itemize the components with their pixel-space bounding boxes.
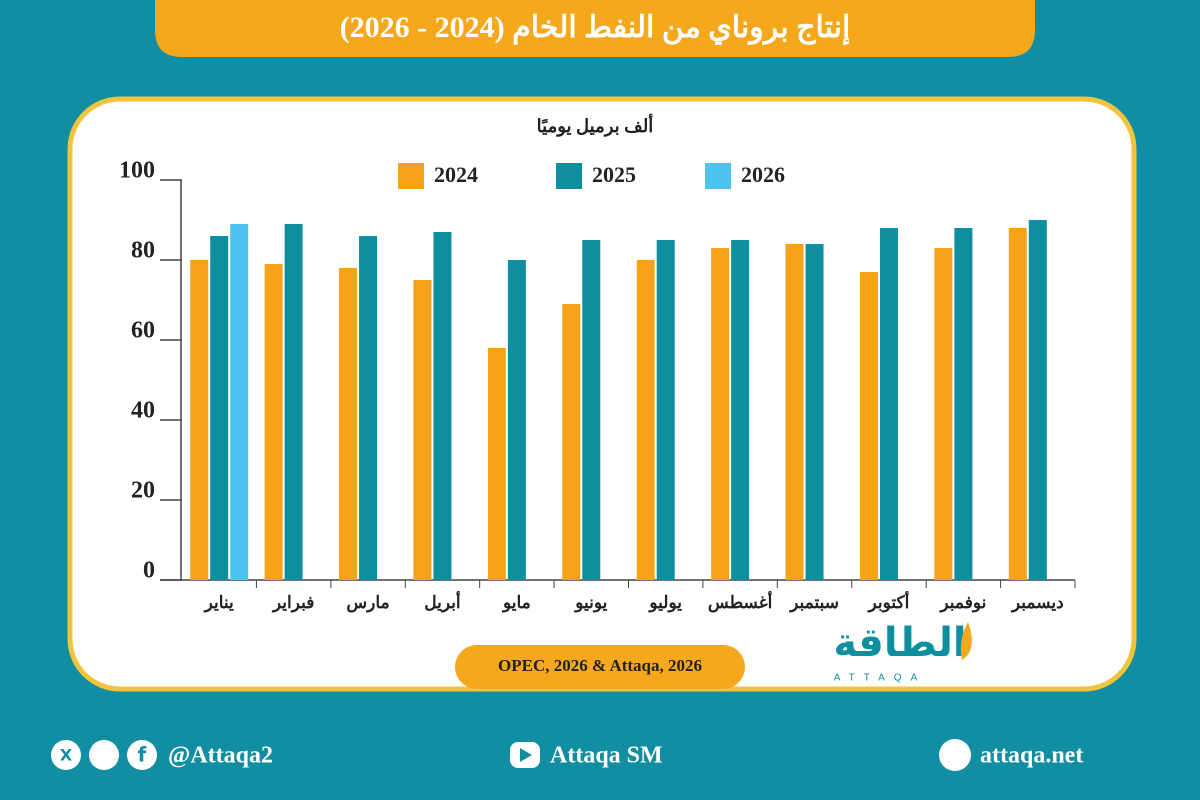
x-tick-label: يناير [203,593,234,613]
x-tick-label: ديسمبر [1010,593,1064,613]
f-glyph: f [138,743,147,767]
bar [636,260,655,580]
source: OPEC, 2026 & Attaqa, 2026 [498,656,702,675]
x-tick-label: فبراير [271,593,314,613]
x-tick-label: مايو [501,593,531,613]
bar [284,224,303,580]
bar [433,232,452,580]
globe-icon [939,739,971,771]
bar [954,228,973,580]
x-tick-label: أغسطس [708,590,773,613]
x-tick-label: مارس [346,593,389,613]
legend-label: 2024 [434,162,478,187]
bar [805,244,824,580]
title-banner [155,0,1035,57]
bar [656,240,675,580]
instagram-icon [89,740,119,770]
y-tick-label: 40 [131,398,155,424]
y-tick-label: 60 [131,318,155,344]
legend-swatch [398,163,424,189]
bar [264,264,283,580]
axis-unit: ألف برميل يوميًا [537,114,654,137]
logo-latin: ATTAQA [834,673,927,684]
bar [934,248,953,580]
y-tick-label: 0 [143,558,155,584]
bar [507,260,526,580]
bar [1028,220,1047,580]
bar [785,244,804,580]
footer-social: @Attaqa2 [168,743,273,769]
bar [230,224,249,580]
x-tick-label: يونيو [573,593,607,613]
x-tick-label: نوفمبر [938,593,986,613]
y-tick-label: 100 [119,158,155,184]
bar [1008,228,1027,580]
bar [487,348,506,580]
footer-youtube: Attaqa SM [550,743,663,769]
facebook-icon [127,740,157,770]
bar [210,236,229,580]
bar [339,268,358,580]
x-tick-label: أكتوبر [867,590,910,613]
chart-title: إنتاج بروناي من النفط الخام (2024 - 2026… [340,11,851,46]
play-glyph [520,748,532,762]
x-tick-label: سبتمبر [788,593,839,613]
x-tick-label: أبريل [424,590,461,613]
legend-swatch [705,163,731,189]
legend-label: 2026 [741,162,785,187]
y-tick-label: 80 [131,238,155,264]
footer-site: attaqa.net [980,743,1083,769]
x-icon [51,740,81,770]
bar [879,228,898,580]
bar [413,280,432,580]
logo-flame [960,622,972,660]
legend-swatch [556,163,582,189]
bar [859,272,878,580]
logo: الطاقة [833,620,966,666]
legend-label: 2025 [592,162,636,187]
bar [711,248,730,580]
source-pill [455,645,745,689]
bar [359,236,378,580]
x-glyph: X [60,746,73,765]
bar [582,240,601,580]
bar [562,304,581,580]
bar [731,240,750,580]
x-tick-label: يوليو [647,593,682,613]
bar [190,260,209,580]
y-tick-label: 20 [131,478,155,504]
social-icons [51,739,971,771]
